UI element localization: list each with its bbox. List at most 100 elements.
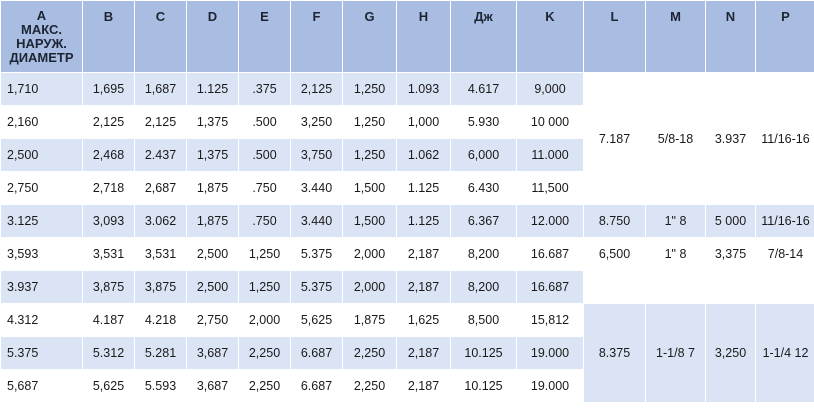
table-cell: 3,750 (290, 138, 343, 172)
table-cell: 3,687 (186, 369, 239, 403)
table-row: 3,593 3,531 3,531 2,500 1,250 5.375 2,00… (0, 237, 814, 304)
header-cell-l: L (583, 0, 646, 73)
table-cell: 5.312 (82, 336, 135, 370)
merged-cell-n: 5 000 (705, 204, 756, 238)
header-label-a: А (36, 8, 47, 23)
table-cell: 11,500 (516, 171, 584, 205)
table-row: 2,750 2,718 2,687 1,875 .750 3.440 1,500… (0, 171, 814, 205)
table-cell: 3,093 (82, 204, 135, 238)
table-cell: 16.687 (516, 270, 584, 304)
merged-cell-l: 8.750 (583, 204, 646, 238)
table-cell: .500 (238, 105, 291, 139)
table-cell: 8,200 (450, 237, 517, 271)
table-cell: 1.062 (396, 138, 451, 172)
table-cell: 3.937 (0, 270, 83, 304)
table-cell: 5.930 (450, 105, 517, 139)
table-cell: 6.687 (290, 336, 343, 370)
merged-cell-p: 11/16-16 (755, 72, 814, 205)
table-cell: 1,710 (0, 72, 83, 106)
table-cell: .500 (238, 138, 291, 172)
table-cell: 3,531 (82, 237, 135, 271)
table-cell: 2,468 (82, 138, 135, 172)
table-cell: 5.281 (134, 336, 187, 370)
table-row: 3.937 3,875 3,875 2,500 1,250 5.375 2,00… (0, 270, 814, 304)
table-cell: 5,625 (82, 369, 135, 403)
table-cell: 8,200 (450, 270, 517, 304)
table-row: 2,500 2,468 2.437 1,375 .500 3,750 1,250… (0, 138, 814, 172)
table-cell: 11.000 (516, 138, 584, 172)
header-sub-line: МАКС. (21, 22, 62, 37)
table-cell: 1.125 (396, 171, 451, 205)
table-cell: 1,625 (396, 303, 451, 337)
table-cell: 6,000 (450, 138, 517, 172)
table-cell: 1,875 (186, 204, 239, 238)
merged-cell-n: 3,250 (705, 303, 756, 403)
merged-cell-l: 8.375 (583, 303, 646, 403)
table-cell: 3,593 (0, 237, 83, 271)
merged-cell-p: 1-1/4 12 (755, 303, 814, 403)
table-cell: 2,750 (186, 303, 239, 337)
table-cell: 10.125 (450, 369, 517, 403)
table-cell: 2,500 (0, 138, 83, 172)
table-cell: 2,187 (396, 270, 451, 304)
table-cell: 8,500 (450, 303, 517, 337)
table-cell: 1,687 (134, 72, 187, 106)
header-cell-a: А МАКС. НАРУЖ. ДИАМЕТР (0, 0, 83, 73)
table-cell: 5,687 (0, 369, 83, 403)
header-cell-d: D (186, 0, 239, 73)
table-cell: 1,000 (396, 105, 451, 139)
table-cell: 1,250 (342, 105, 397, 139)
header-cell-j: Дж (450, 0, 517, 73)
table-cell: 5.375 (290, 270, 343, 304)
table-cell: 16.687 (516, 237, 584, 271)
table-cell: 4.617 (450, 72, 517, 106)
table-cell: 1,375 (186, 105, 239, 139)
merged-cell-m: 1" 8 (645, 237, 706, 304)
table-cell: 3,875 (82, 270, 135, 304)
table-cell: 1,250 (342, 138, 397, 172)
table-cell: 1,500 (342, 171, 397, 205)
table-cell: 5.375 (290, 237, 343, 271)
table-row: 1,710 1,695 1,687 1.125 .375 2,125 1,250… (0, 72, 814, 205)
table-cell: 1,250 (238, 270, 291, 304)
table-cell: 2,500 (186, 237, 239, 271)
table-cell: 2,250 (342, 369, 397, 403)
header-cell-m: M (645, 0, 706, 73)
header-cell-g: G (342, 0, 397, 73)
header-row: А МАКС. НАРУЖ. ДИАМЕТР B C D E F G H Дж … (0, 0, 814, 73)
table-cell: 2,000 (342, 237, 397, 271)
table-cell: 3.062 (134, 204, 187, 238)
table-cell: 1,250 (342, 72, 397, 106)
table-cell: 1,875 (342, 303, 397, 337)
table-cell: 2,000 (238, 303, 291, 337)
table-cell: .750 (238, 171, 291, 205)
table-cell: 1.093 (396, 72, 451, 106)
table-row: 4.312 4.187 4.218 2,750 2,000 5,625 1,87… (0, 303, 814, 403)
table-cell: 3,687 (186, 336, 239, 370)
table-cell: 2,718 (82, 171, 135, 205)
header-cell-p: P (755, 0, 814, 73)
table-cell: 3.125 (0, 204, 83, 238)
header-cell-h: H (396, 0, 451, 73)
table-cell: 2,250 (238, 336, 291, 370)
table-row: 5,687 5,625 5.593 3,687 2,250 6.687 2,25… (0, 369, 814, 403)
table-cell: 2,187 (396, 237, 451, 271)
table-cell: 10.125 (450, 336, 517, 370)
table-cell: 2,250 (238, 369, 291, 403)
table-cell: 2,687 (134, 171, 187, 205)
header-cell-c: C (134, 0, 187, 73)
table-cell: 19.000 (516, 369, 584, 403)
table-cell: 3,875 (134, 270, 187, 304)
table-cell: 1,875 (186, 171, 239, 205)
table-cell: 10 000 (516, 105, 584, 139)
header-sub-line: НАРУЖ. (16, 36, 67, 51)
table-cell: 12.000 (516, 204, 584, 238)
table-cell: 19.000 (516, 336, 584, 370)
table-cell: 1,250 (238, 237, 291, 271)
table-cell: 1.125 (186, 72, 239, 106)
table-cell: 2,125 (290, 72, 343, 106)
merged-cell-p: 11/16-16 (755, 204, 814, 238)
header-cell-e: E (238, 0, 291, 73)
header-cell-n: N (705, 0, 756, 73)
spec-table: А МАКС. НАРУЖ. ДИАМЕТР B C D E F G H Дж … (0, 0, 814, 403)
